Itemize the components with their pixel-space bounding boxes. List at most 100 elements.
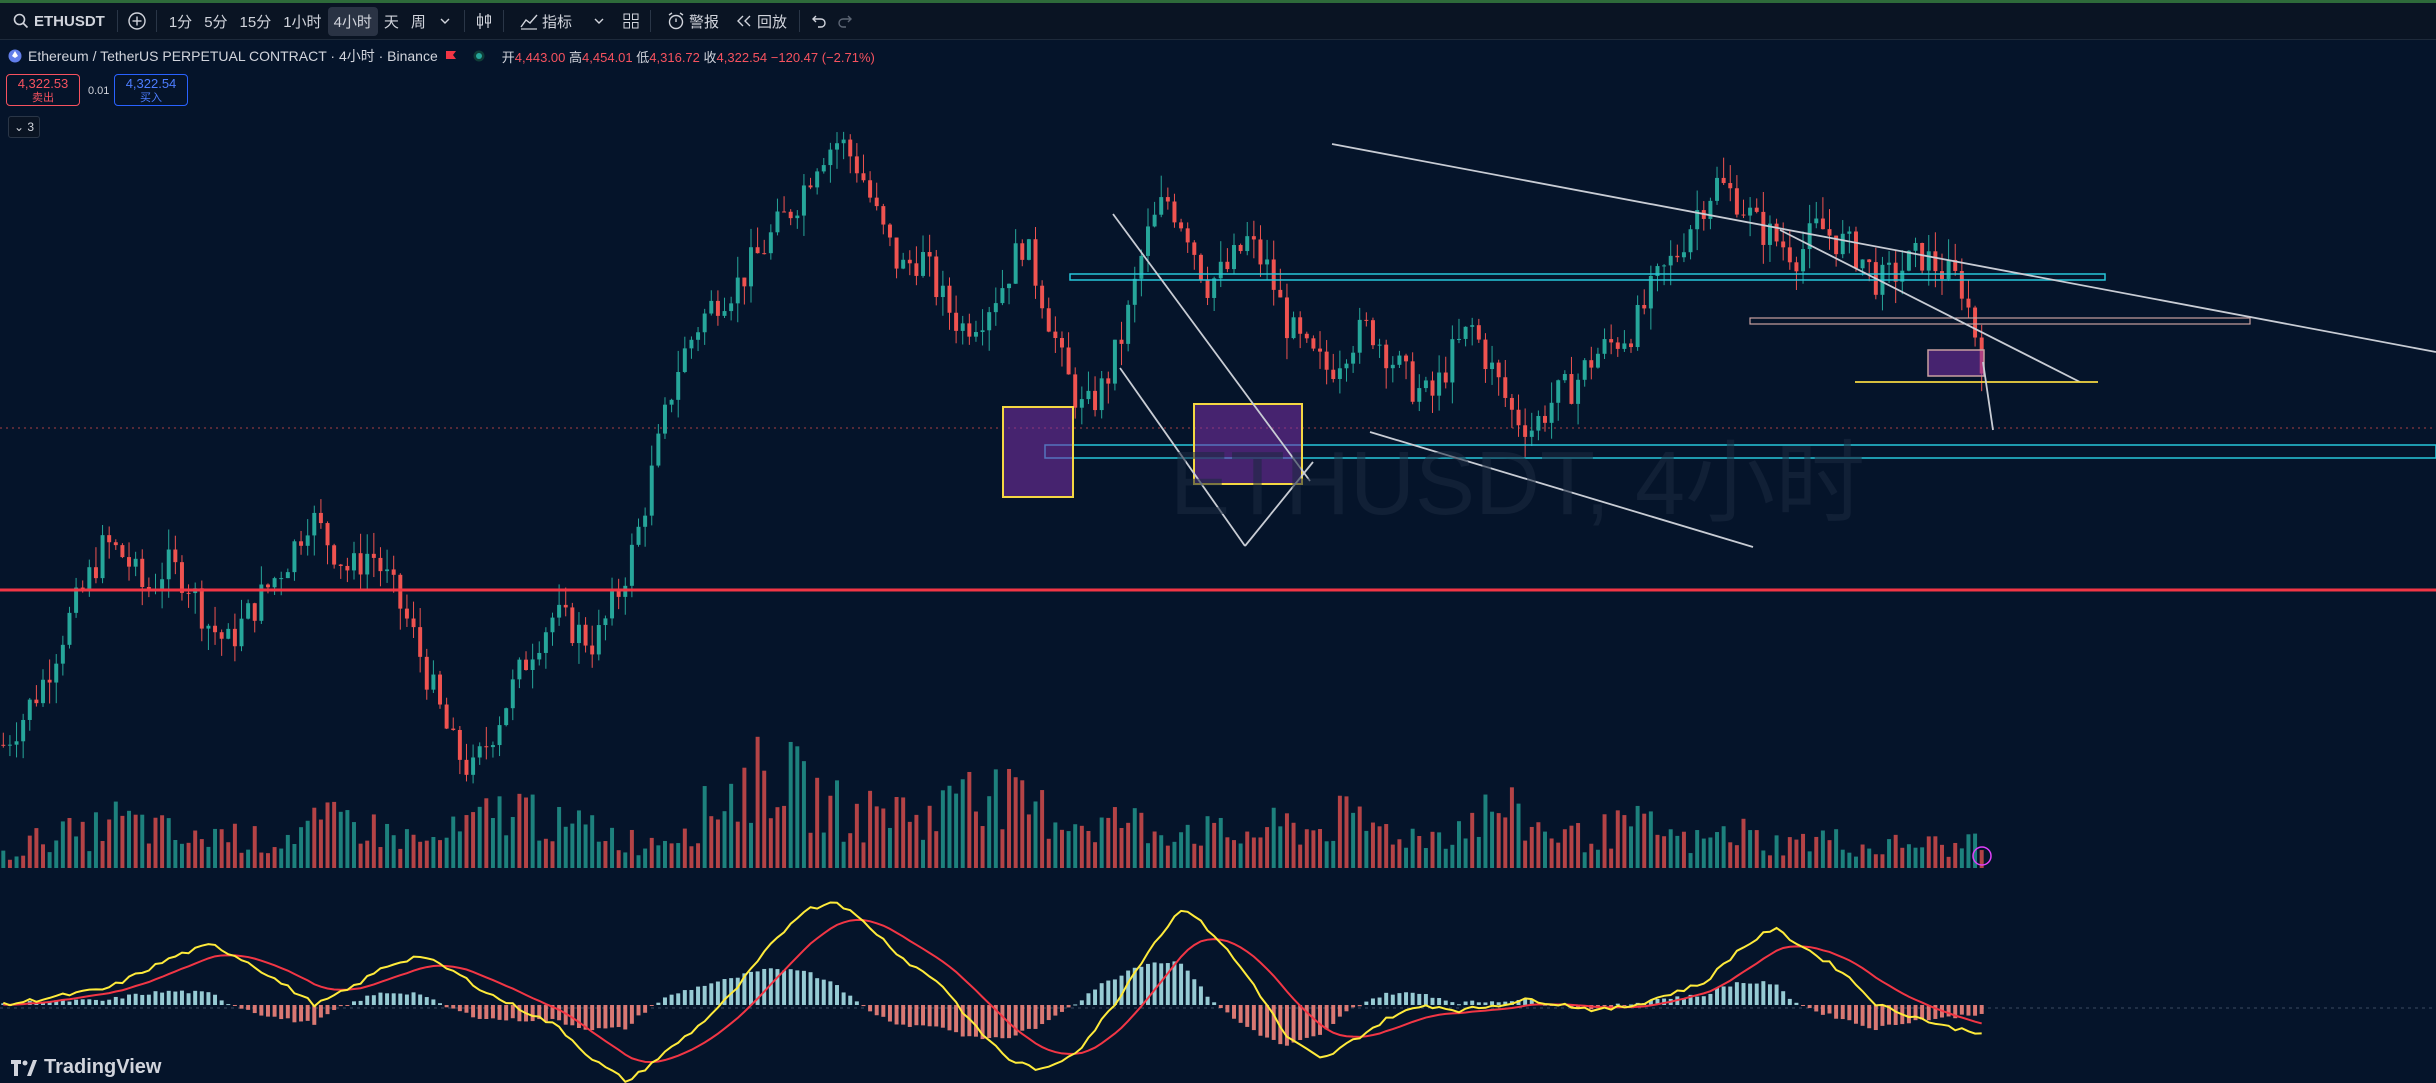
volume-bar	[755, 736, 760, 868]
macd-histogram-bar	[854, 1001, 859, 1005]
macd-histogram-bar	[1483, 1002, 1488, 1005]
macd-histogram-bar	[576, 1005, 581, 1029]
candle-body	[749, 247, 753, 287]
candle-body	[1635, 304, 1640, 348]
volume-bar	[371, 814, 376, 868]
volume-bar	[378, 847, 383, 868]
volume-bar	[616, 850, 621, 868]
interval-1h[interactable]: 1小时	[283, 13, 322, 31]
interval-5m[interactable]: 5分	[204, 13, 228, 31]
volume-bar	[272, 847, 277, 868]
alert-button[interactable]: 警报	[657, 1, 725, 41]
sell-button[interactable]: 4,322.53 卖出	[6, 74, 80, 106]
interval-1m[interactable]: 1分	[168, 13, 193, 31]
candle-body	[21, 719, 26, 742]
volume-bar	[1284, 813, 1289, 868]
volume-bar	[1093, 842, 1098, 868]
candle-body	[815, 171, 820, 188]
candle-body	[312, 512, 317, 536]
candle-body	[1774, 223, 1779, 242]
candle-body	[1430, 380, 1435, 396]
macd-histogram-bar	[1179, 963, 1184, 1005]
volume-bar	[649, 837, 654, 868]
volume-bar	[1748, 830, 1753, 868]
macd-histogram-bar	[1046, 1005, 1051, 1021]
macd-histogram-bar	[1079, 1000, 1084, 1005]
interval-4h[interactable]: 4小时	[327, 6, 378, 36]
macd-histogram-bar	[471, 1005, 476, 1018]
macd-histogram-bar	[636, 1005, 641, 1016]
volume-bar	[967, 771, 972, 868]
volume-bar	[120, 815, 125, 868]
volume-bar	[1966, 834, 1971, 868]
volume-bar	[1119, 827, 1124, 868]
candle-body	[1490, 362, 1495, 370]
candle-body	[1867, 259, 1872, 263]
candle-body	[1715, 177, 1720, 201]
high-value: 4,454.01	[582, 49, 633, 65]
flag-icon[interactable]	[444, 49, 458, 63]
macd-histogram-bar	[729, 978, 734, 1005]
candle-body	[1093, 390, 1098, 411]
macd-histogram-bar	[1860, 1005, 1865, 1026]
indicators-button[interactable]: 指标	[510, 1, 618, 41]
candle-body	[1344, 363, 1349, 369]
macd-histogram-bar	[41, 1002, 45, 1005]
volume-bar	[1675, 835, 1680, 868]
candle-body	[709, 300, 714, 314]
interval-15m[interactable]: 15分	[239, 13, 272, 31]
macd-histogram-bar	[1741, 983, 1746, 1005]
buy-button[interactable]: 4,322.54 买入	[114, 74, 188, 106]
volume-bar	[265, 853, 270, 868]
candle-body	[768, 232, 773, 254]
macd-histogram-bar	[1331, 1005, 1336, 1024]
candle-body	[113, 542, 118, 546]
volume-bar	[299, 827, 304, 868]
candle-body	[1913, 242, 1918, 251]
candle-body	[1794, 262, 1799, 272]
candle-body	[1020, 243, 1025, 260]
volume-bar	[510, 816, 515, 868]
volume-bar	[1430, 831, 1435, 868]
volume-bar	[1450, 844, 1455, 868]
interval-1d[interactable]: 天	[383, 13, 399, 31]
divider	[649, 10, 651, 32]
volume-bar	[1026, 814, 1031, 868]
replay-button[interactable]: 回放	[725, 1, 793, 41]
candle-body	[510, 679, 515, 709]
candle-style-icon[interactable]	[471, 8, 497, 34]
volume-bar	[947, 785, 952, 868]
trendline	[1369, 431, 1754, 548]
volume-bar	[464, 815, 469, 868]
candle-body	[782, 211, 787, 213]
symbol-search[interactable]: ETHUSDT	[0, 1, 111, 41]
redo-icon[interactable]	[832, 8, 858, 34]
interval-1w[interactable]: 周	[410, 13, 426, 31]
candle-body	[14, 741, 19, 745]
volume-bar	[418, 841, 423, 868]
candle-body	[325, 523, 330, 546]
layouts-icon[interactable]	[618, 8, 644, 34]
collapse-indicators-button[interactable]: ⌄ 3	[8, 116, 40, 138]
volume-bar	[775, 807, 780, 868]
volume-bar	[808, 832, 813, 868]
low-key: 低	[636, 49, 650, 65]
chevron-down-icon[interactable]	[432, 8, 458, 34]
macd-histogram-bar	[1609, 1005, 1614, 1007]
volume-bar	[67, 817, 72, 868]
tradingview-logo[interactable]: TradingView	[10, 1056, 161, 1079]
undo-icon[interactable]	[806, 8, 832, 34]
candle-body	[358, 553, 363, 575]
candle-body	[385, 569, 390, 572]
candle-body	[1013, 243, 1018, 284]
candle-body	[1926, 251, 1931, 271]
volume-bar	[596, 841, 601, 868]
candle-body	[1238, 245, 1243, 252]
volume-bar	[490, 818, 495, 868]
volume-bar	[312, 807, 317, 868]
macd-histogram-bar	[1516, 999, 1521, 1005]
add-symbol-icon[interactable]	[124, 8, 150, 34]
macd-histogram-bar	[947, 1005, 952, 1031]
volume-bar	[14, 856, 19, 868]
